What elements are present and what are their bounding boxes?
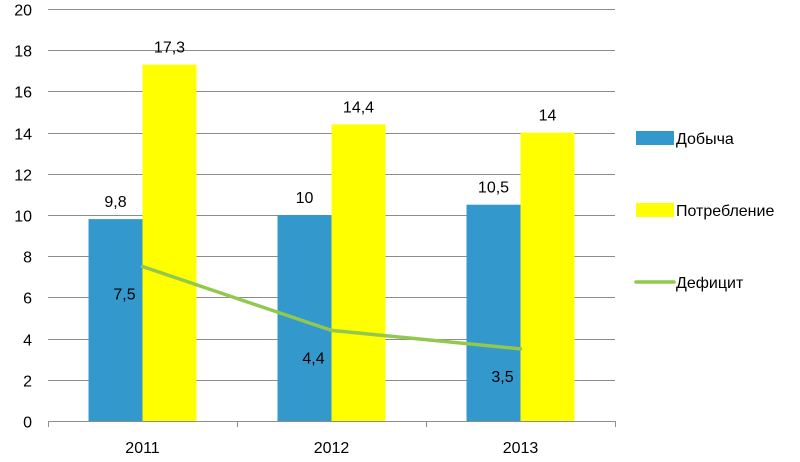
bars [88, 64, 575, 422]
x-axis: 2011 2012 2013 [48, 421, 616, 457]
line-data-label: 4,4 [302, 350, 324, 367]
x-tick-label: 2012 [314, 440, 350, 457]
y-tick-label: 2 [23, 374, 32, 391]
y-tick-label: 16 [14, 85, 32, 102]
bar-Добыча-2011 [88, 219, 143, 421]
y-tick-label: 18 [14, 44, 32, 61]
bar-Добыча-2012 [277, 215, 332, 421]
y-tick-label: 10 [14, 209, 32, 226]
y-axis: 0 2 4 6 8 10 12 14 16 18 20 [14, 3, 32, 432]
legend-label-Добыча: Добыча [676, 131, 734, 148]
y-tick-label: 6 [23, 291, 32, 308]
deficit-line [140, 264, 523, 351]
legend: Добыча Потребление Дефицит [634, 131, 774, 292]
data-label: 9,8 [104, 194, 126, 211]
line-data-label: 7,5 [113, 287, 135, 304]
y-tick-label: 20 [14, 3, 32, 20]
bar-Потребление-2011 [142, 64, 197, 422]
legend-label-Дефицит: Дефицит [676, 275, 744, 292]
data-label: 10 [296, 190, 314, 207]
data-labels: 9,8 17,3 10 14,4 10,5 14 7,5 4,4 3,5 [104, 40, 556, 386]
line-point [519, 347, 522, 351]
bar-Потребление-2012 [331, 124, 386, 422]
x-tick-label: 2011 [125, 440, 160, 457]
y-tick-label: 12 [14, 168, 32, 185]
y-tick-label: 8 [23, 250, 32, 267]
x-tick-label: 2013 [503, 440, 539, 457]
y-tick-label: 4 [23, 333, 32, 350]
legend-swatch-Добыча [636, 131, 674, 145]
legend-swatch-Потребление [636, 203, 674, 217]
line-data-label: 3,5 [491, 369, 513, 386]
data-label: 10,5 [478, 180, 509, 197]
line-point [330, 328, 333, 332]
data-label: 17,3 [154, 40, 185, 57]
bar-Добыча-2013 [466, 204, 521, 421]
y-tick-label: 14 [14, 127, 32, 144]
bar-Потребление-2013 [520, 132, 575, 421]
data-label: 14,4 [343, 99, 374, 116]
line-point [141, 265, 144, 268]
legend-label-Потребление: Потребление [676, 203, 774, 220]
y-tick-label: 0 [23, 415, 32, 432]
data-label: 14 [539, 108, 557, 125]
